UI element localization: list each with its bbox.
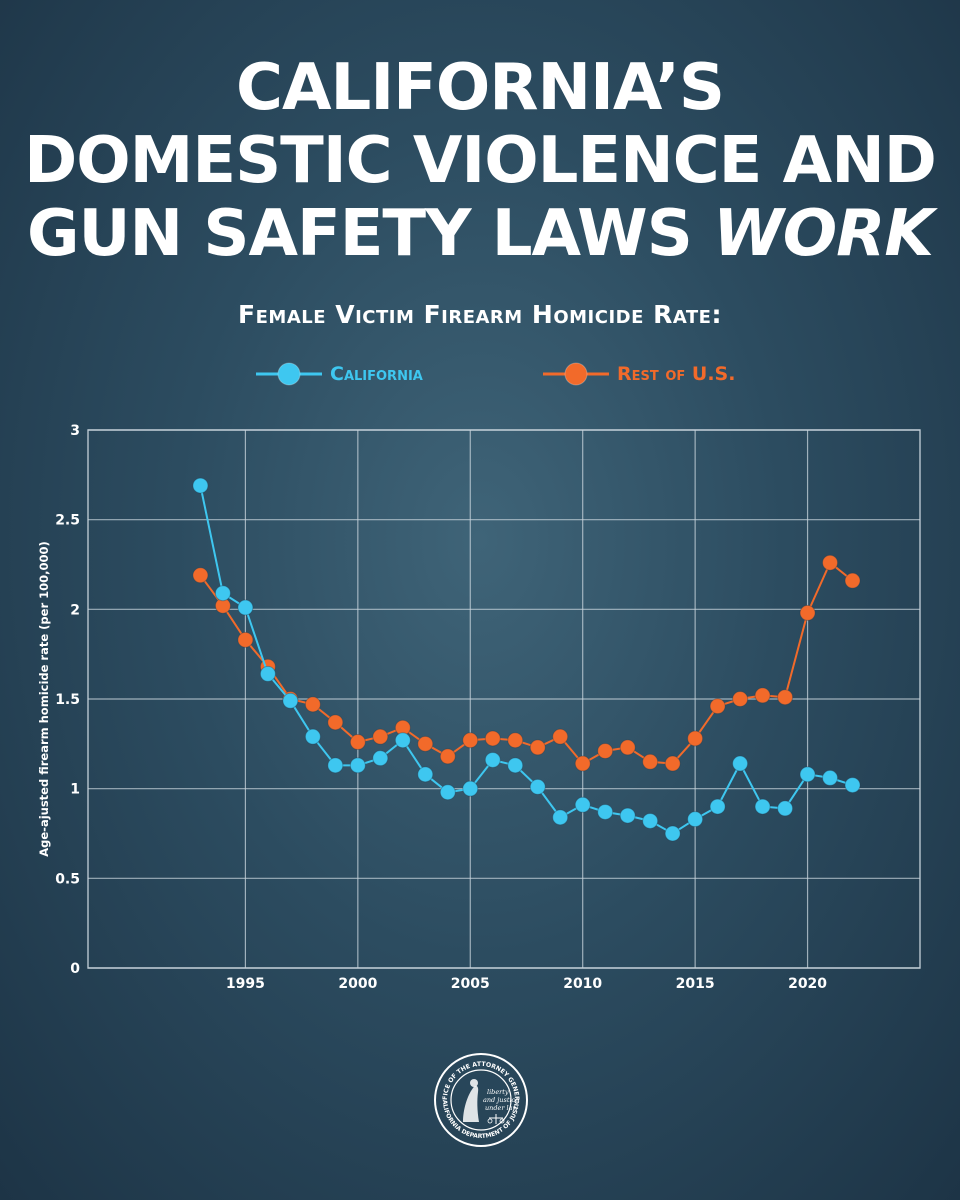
data-point-rest-of-us: [304, 696, 321, 713]
seal-motto-3: under law: [485, 1104, 519, 1112]
legend-swatch-rest-of-us-icon: [543, 362, 609, 386]
data-point-california: [327, 757, 344, 774]
data-point-rest-of-us: [709, 698, 726, 715]
data-point-rest-of-us: [822, 554, 839, 571]
x-tick-label: 1995: [226, 976, 265, 992]
data-point-rest-of-us: [462, 732, 479, 749]
legend-swatch-california-icon: [256, 362, 322, 386]
data-point-california: [754, 798, 771, 815]
x-tick-label: 2015: [676, 976, 715, 992]
seal-motto-2: and justice: [483, 1096, 519, 1104]
data-point-california: [372, 750, 389, 767]
data-point-rest-of-us: [372, 728, 389, 745]
data-point-rest-of-us: [619, 739, 636, 756]
data-point-california: [462, 780, 479, 797]
legend-item-california: California: [254, 358, 423, 390]
data-point-rest-of-us: [439, 748, 456, 765]
x-tick-label: 2005: [451, 976, 490, 992]
seal-motto-1: liberty: [487, 1088, 509, 1096]
data-point-california: [552, 809, 569, 826]
data-point-rest-of-us: [777, 689, 794, 706]
legend-label-rest-of-us: Rest of U.S.: [617, 363, 736, 385]
title-line-3: GUN SAFETY LAWS WORK: [0, 198, 960, 271]
y-tick-label: 0.5: [55, 871, 80, 887]
data-point-rest-of-us: [552, 728, 569, 745]
y-tick-label: 0: [70, 961, 80, 977]
y-tick-label: 1.5: [55, 692, 80, 708]
legend-item-rest-of-us: Rest of U.S.: [541, 358, 735, 390]
x-tick-label: 2000: [338, 976, 377, 992]
data-point-california: [304, 728, 321, 745]
data-point-california: [214, 585, 231, 602]
data-point-california: [642, 812, 659, 829]
data-point-rest-of-us: [799, 604, 816, 621]
y-tick-label: 2.5: [55, 513, 80, 529]
data-point-rest-of-us: [507, 732, 524, 749]
data-point-rest-of-us: [529, 739, 546, 756]
data-point-california: [844, 777, 861, 794]
x-tick-label: 2010: [563, 976, 602, 992]
y-tick-label: 2: [70, 602, 80, 618]
data-point-california: [484, 751, 501, 768]
data-point-rest-of-us: [664, 755, 681, 772]
data-point-rest-of-us: [327, 714, 344, 731]
data-point-california: [417, 766, 434, 783]
data-point-rest-of-us: [484, 730, 501, 747]
data-point-california: [259, 665, 276, 682]
line-chart: 0 0.5 1 1.5 2 2.5 3 1995 2000 2005 2010 2015 2020 Age…: [37, 423, 921, 992]
chart-series: [192, 477, 861, 842]
page-title: CALIFORNIA’S DOMESTIC VIOLENCE AND GUN S…: [0, 52, 960, 271]
title-line-2: DOMESTIC VIOLENCE AND: [24, 124, 937, 198]
data-point-california: [709, 798, 726, 815]
data-point-california: [777, 800, 794, 817]
data-point-rest-of-us: [349, 734, 366, 751]
data-point-california: [529, 778, 546, 795]
data-point-rest-of-us: [237, 631, 254, 648]
y-tick-label: 3: [70, 423, 80, 439]
x-tick-label: 2020: [788, 976, 827, 992]
data-point-california: [507, 757, 524, 774]
data-point-california: [394, 732, 411, 749]
series-line-california: [199, 485, 853, 835]
data-point-california: [282, 692, 299, 709]
y-axis-label: Age-ajusted firearm homicide rate (per 1…: [37, 541, 51, 857]
data-point-california: [192, 477, 209, 494]
legend-label-california: California: [330, 363, 423, 385]
data-point-california: [349, 757, 366, 774]
chart-grid: [87, 429, 921, 969]
series-line-rest-of-us: [199, 561, 854, 765]
data-point-california: [732, 755, 749, 772]
y-tick-label: 1: [70, 782, 80, 798]
data-point-rest-of-us: [754, 687, 771, 704]
data-point-california: [597, 803, 614, 820]
data-point-california: [822, 769, 839, 786]
title-line-1: CALIFORNIA’S: [236, 51, 725, 125]
data-point-rest-of-us: [192, 567, 209, 584]
data-point-california: [664, 825, 681, 842]
data-point-california: [574, 796, 591, 813]
chart-axes: 0 0.5 1 1.5 2 2.5 3 1995 2000 2005 2010 2015 2020 Age…: [37, 423, 827, 992]
data-point-california: [619, 807, 636, 824]
data-point-rest-of-us: [642, 753, 659, 770]
data-point-rest-of-us: [687, 730, 704, 747]
data-point-california: [237, 599, 254, 616]
title-emphasis: WORK: [713, 197, 934, 271]
data-point-rest-of-us: [597, 743, 614, 760]
data-point-california: [687, 811, 704, 828]
chart-legend: California Rest of U.S.: [0, 358, 960, 390]
title-line-3-prefix: GUN SAFETY LAWS: [27, 197, 714, 271]
chart-subtitle: Female Victim Firearm Homicide Rate:: [238, 300, 722, 329]
data-point-california: [439, 784, 456, 801]
data-point-rest-of-us: [417, 735, 434, 752]
data-point-california: [799, 766, 816, 783]
data-point-rest-of-us: [844, 572, 861, 589]
plot-frame: [87, 429, 921, 969]
data-point-rest-of-us: [574, 755, 591, 772]
data-point-rest-of-us: [732, 691, 749, 707]
